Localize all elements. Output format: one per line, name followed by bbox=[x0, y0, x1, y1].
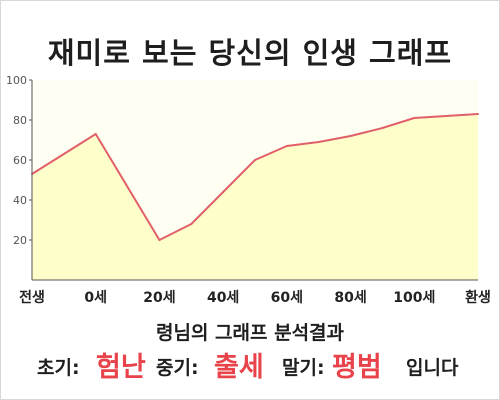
y-tick-label: 20 bbox=[13, 234, 27, 247]
x-tick-label: 20세 bbox=[143, 290, 175, 306]
x-tick-label: 80세 bbox=[334, 290, 366, 306]
y-tick-label: 100 bbox=[6, 74, 27, 87]
data-point-11 bbox=[445, 115, 448, 117]
data-point-10 bbox=[413, 117, 416, 119]
analysis-subtitle: 령님의 그래프 분석결과 bbox=[155, 322, 345, 344]
data-point-2 bbox=[158, 239, 161, 241]
middle-period-label: 중기: bbox=[156, 357, 199, 379]
x-tick-label: 100세 bbox=[393, 290, 435, 306]
data-point-4 bbox=[222, 191, 225, 193]
data-point-12 bbox=[477, 113, 479, 115]
late-period-label: 말기: bbox=[282, 357, 325, 379]
data-point-5 bbox=[254, 159, 256, 161]
early-period-label: 초기: bbox=[37, 357, 80, 379]
y-tick-label: 60 bbox=[13, 154, 27, 167]
result-ending: 입니다 bbox=[406, 357, 459, 379]
data-point-6 bbox=[285, 145, 288, 147]
late-period-value: 평범 bbox=[332, 352, 382, 383]
x-tick-label: 60세 bbox=[271, 290, 303, 306]
data-point-8 bbox=[349, 135, 352, 137]
chart-title: 재미로 보는 당신의 인생 그래프 bbox=[47, 36, 453, 70]
y-tick-label: 40 bbox=[13, 194, 27, 207]
data-point-1 bbox=[94, 133, 97, 135]
y-tick-label: 80 bbox=[13, 114, 27, 127]
data-point-3 bbox=[190, 223, 193, 225]
x-tick-label: 0세 bbox=[84, 290, 107, 306]
x-tick-label: 40세 bbox=[207, 290, 239, 306]
x-tick-label: 환생 bbox=[465, 289, 491, 306]
middle-period-value: 출세 bbox=[214, 352, 264, 383]
data-point-7 bbox=[317, 141, 320, 143]
early-period-value: 험난 bbox=[96, 352, 146, 383]
data-point-9 bbox=[381, 127, 384, 129]
x-tick-label: 전생 bbox=[19, 289, 45, 306]
area-fill bbox=[32, 114, 478, 280]
